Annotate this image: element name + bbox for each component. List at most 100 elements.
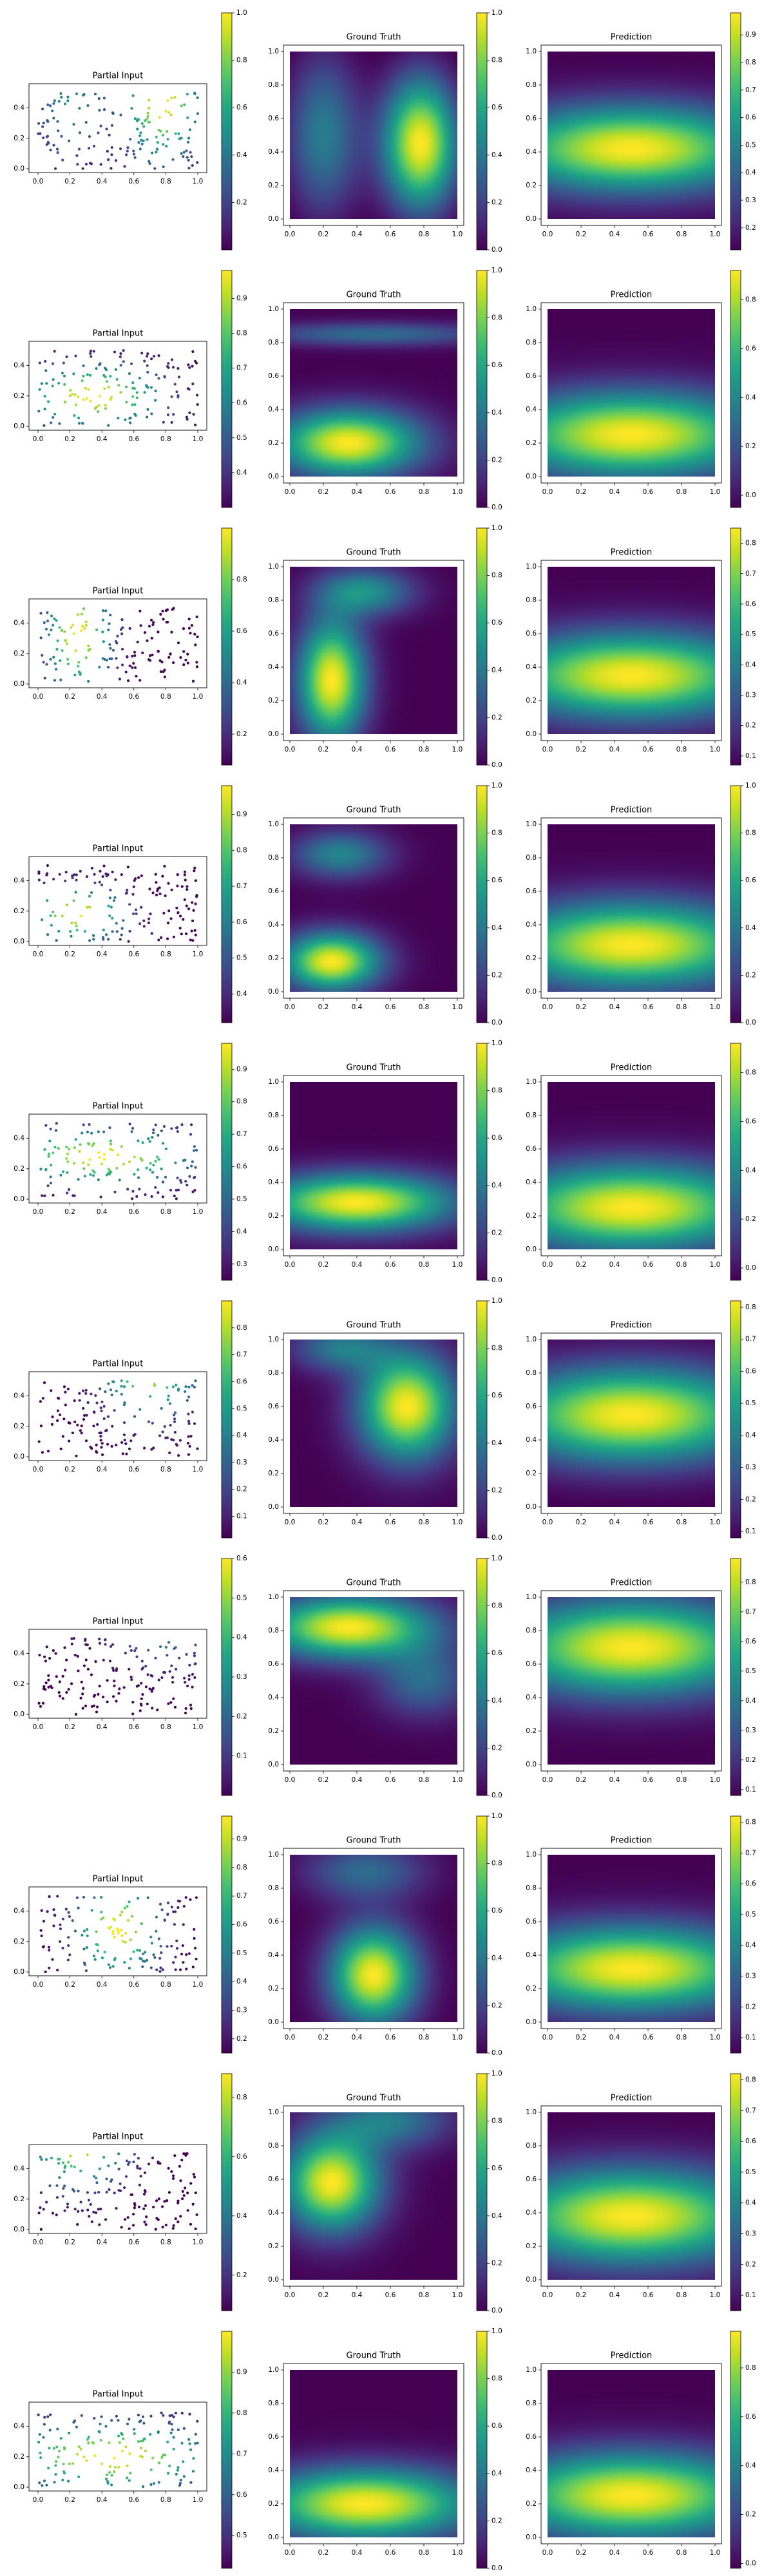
scatter-point	[67, 1911, 70, 1914]
scatter-point	[146, 364, 149, 367]
scatter-point	[75, 878, 78, 882]
scatter-point	[82, 364, 85, 368]
scatter-point	[157, 2218, 160, 2221]
x-tick-label: 0.4	[609, 2034, 620, 2041]
scatter-point	[53, 617, 56, 620]
colorbar-gradient	[476, 270, 488, 508]
scatter-point	[188, 2442, 191, 2445]
scatter-point	[84, 656, 88, 659]
scatter-point	[154, 2228, 157, 2231]
scatter-point	[97, 1151, 100, 1154]
x-tick-label: 0.0	[33, 1466, 44, 1473]
colorbar-tick-label: 0.9	[745, 31, 756, 39]
colorbar-tick-label: 0.6	[236, 399, 247, 407]
scatter-point	[73, 2208, 77, 2211]
colorbar-tick-label: 0.5	[236, 954, 247, 962]
scatter-point	[117, 417, 120, 420]
prediction-heatmap	[548, 1855, 715, 2022]
scatter-point	[38, 2433, 41, 2436]
scatter-point	[106, 149, 109, 153]
scatter-point	[163, 1918, 166, 1922]
scatter-point	[82, 1895, 86, 1899]
scatter-point	[177, 911, 180, 914]
y-tick-label: 0.2	[14, 650, 24, 658]
colorbar-tick-label: 0.2	[491, 1486, 502, 1494]
colorbar-tick-label: 0.8	[745, 296, 756, 304]
ground-truth-colorbar: 0.00.20.40.60.81.0	[476, 1039, 502, 1284]
y-tick-label: 0.4	[14, 2423, 24, 2430]
scatter-point	[55, 2184, 59, 2187]
y-tick-label: 0.2	[14, 1938, 24, 1946]
scatter-point	[95, 628, 99, 631]
scatter-point	[131, 666, 134, 669]
scatter-point	[111, 1695, 115, 1698]
scatter-point	[128, 417, 131, 420]
scatter-point	[44, 627, 48, 630]
scatter-point	[148, 917, 151, 920]
scatter-point	[122, 360, 125, 363]
scatter-point	[166, 608, 169, 611]
scatter-point	[133, 2206, 136, 2210]
scatter-point	[130, 107, 133, 110]
ground-truth-heatmap	[290, 1597, 457, 1765]
scatter-point	[99, 124, 102, 128]
y-tick-label: 0.4	[526, 2209, 537, 2217]
partial-input-frame	[28, 341, 207, 431]
scatter-point	[52, 1151, 55, 1155]
scatter-point	[159, 612, 162, 616]
colorbar-tick-label: 0.8	[236, 2094, 247, 2101]
scatter-point	[146, 370, 149, 374]
scatter-point	[126, 1918, 130, 1922]
scatter-point	[82, 1123, 85, 1126]
colorbar-tick-label: 0.2	[491, 1744, 502, 1752]
scatter-point	[140, 352, 144, 355]
colorbar-tick-label: 0.6	[236, 918, 247, 926]
scatter-point	[171, 366, 175, 369]
y-tick-label: 0.4	[14, 1392, 24, 1400]
x-tick-label: 0.0	[285, 1776, 296, 1784]
scatter-point	[50, 629, 53, 632]
scatter-point	[154, 873, 157, 876]
scatter-point	[48, 2447, 51, 2450]
scatter-point	[149, 1168, 152, 1171]
x-tick-label: 0.2	[576, 488, 587, 496]
scatter-point	[80, 612, 84, 616]
scatter-point	[72, 1194, 75, 1197]
scatter-point	[187, 137, 191, 140]
scatter-point	[140, 1667, 144, 1671]
partial-input-frame	[28, 2144, 207, 2234]
x-tick-label: 0.0	[285, 1519, 296, 1526]
scatter-point	[182, 1159, 186, 1162]
scatter-point	[194, 879, 197, 882]
colorbar-tick-label: 0.2	[745, 2003, 756, 2011]
ground-truth-panel: Ground Truth0.00.00.20.20.40.40.60.60.80…	[268, 806, 464, 1011]
scatter-point	[164, 894, 167, 898]
scatter-point	[160, 1676, 164, 1680]
scatter-point	[104, 1429, 108, 1433]
colorbar-tick-label: 0.6	[745, 1367, 756, 1375]
scatter-point	[43, 881, 46, 885]
x-tick-label: 0.2	[318, 2034, 329, 2041]
scatter-point	[137, 2439, 140, 2443]
colorbar-tick-label: 0.5	[745, 630, 756, 638]
colorbar-tick-label: 0.2	[491, 1229, 502, 1236]
scatter-point	[48, 1895, 51, 1899]
scatter-point	[59, 1694, 62, 1698]
y-tick-label: 0.6	[268, 1145, 279, 1153]
scatter-point	[107, 424, 110, 427]
scatter-point	[133, 387, 136, 390]
scatter-point	[157, 630, 160, 634]
scatter-point	[194, 2442, 197, 2445]
scatter-point	[131, 654, 134, 658]
x-tick-label: 0.0	[33, 178, 44, 185]
scatter-point	[43, 395, 46, 398]
scatter-point	[87, 1163, 90, 1166]
scatter-point	[120, 632, 124, 636]
scatter-point	[52, 102, 55, 105]
colorbar-tick-label: 0.8	[491, 2375, 502, 2383]
scatter-point	[90, 355, 93, 358]
y-tick-label: 0.2	[14, 2453, 24, 2461]
scatter-point	[156, 1709, 159, 1712]
